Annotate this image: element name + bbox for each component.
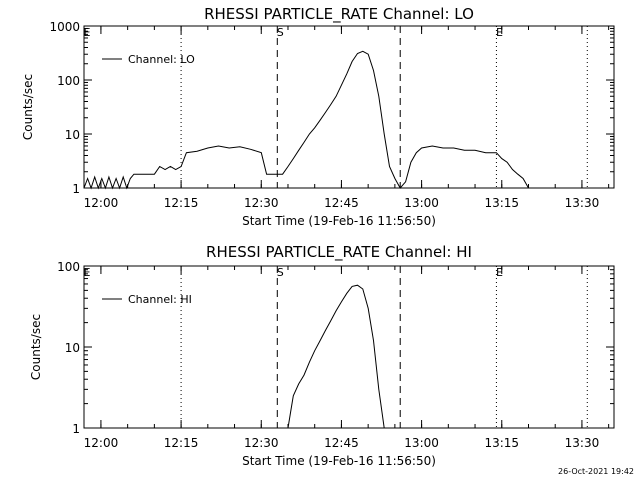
marker-e-left: E bbox=[84, 266, 91, 279]
marker-e: E bbox=[496, 266, 503, 279]
x-tick-label: 13:30 bbox=[565, 196, 600, 210]
y-axis-label: Counts/sec bbox=[21, 74, 35, 140]
series-line bbox=[287, 284, 385, 429]
x-tick-label: 13:00 bbox=[404, 196, 439, 210]
x-tick-label: 12:45 bbox=[324, 196, 359, 210]
chart-title: RHESSI PARTICLE_RATE Channel: HI bbox=[206, 243, 472, 262]
x-axis-label: Start Time (19-Feb-16 11:56:50) bbox=[242, 214, 436, 228]
marker-e: E bbox=[496, 26, 503, 39]
marker-e-left: E bbox=[84, 26, 91, 39]
x-axis-label: Start Time (19-Feb-16 11:56:50) bbox=[242, 454, 436, 468]
x-tick-label: 13:15 bbox=[484, 436, 519, 450]
y-tick-label: 100 bbox=[57, 74, 80, 88]
y-tick-label: 1 bbox=[72, 422, 80, 436]
x-tick-label: 13:30 bbox=[565, 436, 600, 450]
marker-s: S bbox=[277, 26, 284, 39]
x-tick-label: 13:15 bbox=[484, 196, 519, 210]
x-tick-label: 12:30 bbox=[244, 196, 279, 210]
x-tick-label: 12:30 bbox=[244, 436, 279, 450]
legend-label: Channel: HI bbox=[128, 293, 192, 306]
y-tick-label: 1 bbox=[72, 182, 80, 196]
plot-frame bbox=[83, 25, 615, 189]
x-tick-label: 12:15 bbox=[164, 436, 199, 450]
marker-s: S bbox=[277, 266, 284, 279]
y-axis-label: Counts/sec bbox=[29, 314, 43, 380]
x-tick-label: 12:00 bbox=[84, 196, 119, 210]
date-stamp: 26-Oct-2021 19:42 bbox=[558, 467, 634, 476]
y-tick-label: 100 bbox=[57, 260, 80, 274]
y-tick-label: 10 bbox=[65, 128, 80, 142]
x-tick-label: 13:00 bbox=[404, 436, 439, 450]
y-tick-label: 1000 bbox=[49, 20, 80, 34]
x-tick-label: 12:00 bbox=[84, 436, 119, 450]
legend-label: Channel: LO bbox=[128, 53, 195, 66]
x-tick-label: 12:15 bbox=[164, 196, 199, 210]
series-line bbox=[83, 50, 529, 190]
x-tick-label: 12:45 bbox=[324, 436, 359, 450]
y-tick-label: 10 bbox=[65, 341, 80, 355]
chart-title: RHESSI PARTICLE_RATE Channel: LO bbox=[204, 5, 474, 24]
